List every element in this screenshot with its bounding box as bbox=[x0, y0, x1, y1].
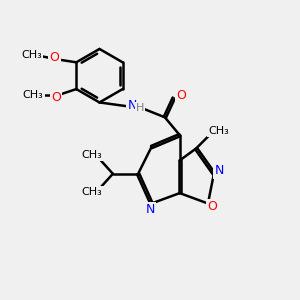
Text: CH₃: CH₃ bbox=[82, 150, 102, 160]
Text: O: O bbox=[50, 51, 59, 64]
Text: CH₃: CH₃ bbox=[82, 187, 102, 197]
Text: O: O bbox=[176, 88, 186, 101]
Text: O: O bbox=[208, 200, 218, 213]
Text: CH₃: CH₃ bbox=[21, 50, 42, 60]
Text: N: N bbox=[214, 164, 224, 177]
Text: H: H bbox=[136, 103, 144, 113]
Text: N: N bbox=[128, 99, 137, 112]
Text: CH₃: CH₃ bbox=[208, 126, 229, 136]
Text: N: N bbox=[145, 203, 155, 216]
Text: O: O bbox=[51, 91, 61, 103]
Text: CH₃: CH₃ bbox=[23, 90, 44, 100]
